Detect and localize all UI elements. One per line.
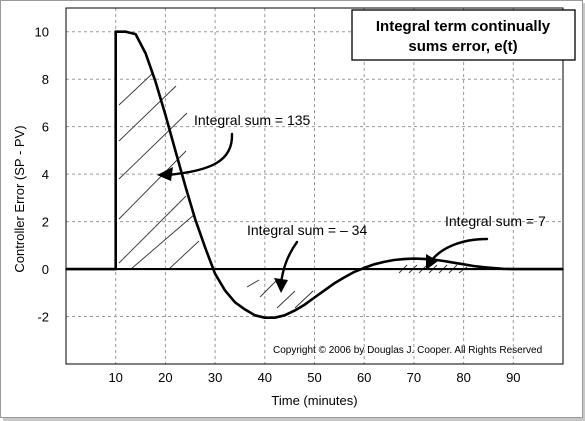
x-tick-label: 80 [456,370,470,385]
data-point [413,257,415,260]
data-point [512,268,515,270]
grid [66,8,563,364]
data-point [114,30,117,33]
data-point [462,263,465,266]
data-point [114,268,117,270]
hatch-line [294,290,314,309]
arrow-neg34-shaft [279,240,299,285]
y-tick-label: 4 [42,167,49,182]
data-point [333,282,336,285]
arrow-135-head [157,167,173,181]
title-line-1: Integral term continually [376,18,551,35]
data-point [124,30,127,33]
data-point [492,267,495,269]
copyright-text: Copyright © 2006 by Douglas J. Cooper. A… [273,345,542,356]
annotation-integral-135: Integral sum = 135 [194,112,311,128]
data-point [393,259,395,261]
x-axis-label: Time (minutes) [271,393,357,408]
data-point [144,52,147,54]
data-point [134,33,137,35]
x-tick-labels: 10 20 30 40 50 60 70 80 90 [108,370,520,385]
data-point [423,258,425,260]
data-point [522,268,525,270]
data-point [283,314,286,317]
data-point [154,80,157,83]
data-point [264,316,266,319]
hatch-shading [118,72,468,309]
hatch-line [118,85,177,142]
hatch-line [118,150,187,220]
x-tick-label: 70 [407,370,421,385]
data-point [293,309,296,312]
y-tick-label: 6 [42,120,49,135]
x-tick-label: 30 [208,370,222,385]
data-point [313,296,316,299]
annotation-integral-7: Integral sum = 7 [445,213,546,229]
hatch-line [246,279,260,288]
hatch-line [118,112,188,180]
data-point [502,268,505,270]
annotation-arrows [157,132,489,293]
data-point [194,218,197,221]
data-point [323,289,326,292]
data-point [273,316,276,319]
hatch-line [118,195,187,264]
x-tick-label: 60 [357,370,371,385]
data-point [472,265,475,267]
hatch-line [118,72,154,106]
title-line-2: sums error, e(t) [408,38,517,55]
y-tick-label: 10 [35,25,49,40]
plot-border [65,7,564,365]
data-point [353,271,356,273]
arrow-neg34-head [274,278,288,293]
x-tick-label: 50 [307,370,321,385]
data-point [214,273,216,275]
data-point [442,260,445,262]
data-point [303,303,306,306]
arrow-7-head [426,254,438,270]
data-point [224,289,226,292]
hatch-line [276,290,296,309]
data-point [234,301,236,304]
arrow-135-shaft [165,132,234,177]
y-axis-label: Controller Error (SP - PV) [12,125,27,272]
data-point [452,261,455,264]
data-point [383,261,385,263]
title-box [351,9,576,61]
data-point [343,276,346,279]
x-tick-label: 90 [506,370,520,385]
data-point [363,267,366,269]
y-tick-label: -2 [37,310,49,325]
data-point [204,246,206,249]
arrow-7-shaft [429,237,489,263]
data-point [244,308,246,311]
hatch-line [259,279,278,298]
x-tick-label: 20 [158,370,172,385]
x-tick-label: 40 [258,370,272,385]
annotation-integral-neg34: Integral sum = – 34 [247,222,367,238]
data-point [184,185,187,187]
y-tick-label: 8 [42,72,49,87]
data-point [164,114,167,116]
x-tick-label: 10 [108,370,122,385]
y-tick-label: 2 [42,215,49,230]
hatch-line [130,213,196,270]
y-tick-label: 0 [42,262,49,277]
series-layer [65,30,564,319]
data-point [482,266,485,268]
data-point [373,263,375,266]
data-point [174,149,177,152]
hatch-line [168,240,200,270]
data-point [254,314,256,317]
data-point [403,258,405,260]
y-tick-labels: -2 0 2 4 6 8 10 [35,25,49,325]
